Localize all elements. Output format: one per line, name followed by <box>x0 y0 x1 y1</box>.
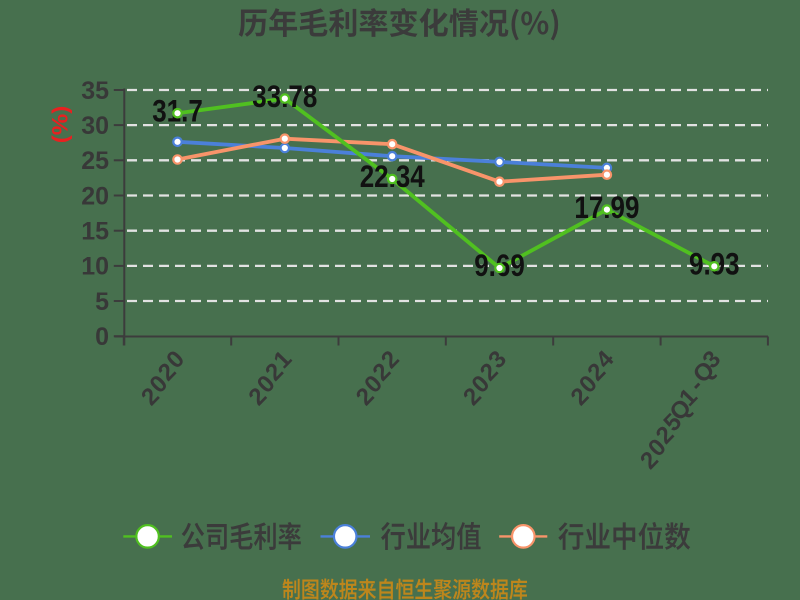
svg-text:25: 25 <box>81 147 109 175</box>
svg-text:30: 30 <box>81 112 109 140</box>
svg-text:(%): (%) <box>48 106 73 144</box>
svg-text:10: 10 <box>81 253 109 281</box>
svg-text:20: 20 <box>81 182 109 210</box>
svg-text:5: 5 <box>95 288 109 316</box>
svg-text:0: 0 <box>95 323 109 351</box>
svg-text:15: 15 <box>81 218 109 246</box>
svg-text:35: 35 <box>81 77 109 105</box>
